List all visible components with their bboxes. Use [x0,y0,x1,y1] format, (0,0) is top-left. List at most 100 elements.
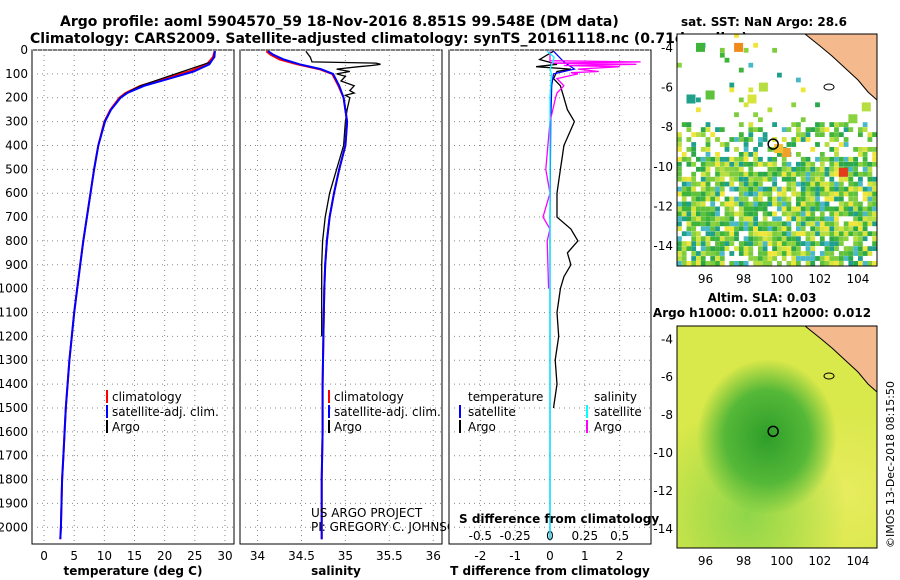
sst-cell [696,201,701,207]
sst-cell [743,236,749,242]
sst-cell [762,226,768,232]
sst-cell [781,201,787,207]
sst-cell [777,191,782,197]
sst-cell [810,147,816,152]
sst-cell [724,211,730,217]
sst-cell [824,186,830,192]
sst-cell [791,181,797,187]
sst-cell [681,156,687,162]
sst-cell [791,137,797,142]
sst-cell [677,246,682,251]
sst-cell [829,122,835,127]
sst-cell [767,261,773,266]
project-pi: PI: GREGORY C. JOHNSON [311,520,465,534]
sst-cell [700,176,706,182]
sst-cell [686,186,692,192]
sst-cell [777,241,782,246]
x-tick-label: 34 [250,549,265,563]
lon-tick-label: 102 [808,272,831,286]
difference-profile-lines [536,50,641,540]
sst-cell [819,236,825,242]
sst-cell [834,166,839,172]
sst-cell [681,211,687,217]
sst-cell [715,137,720,142]
sst-cell [710,176,716,182]
sst-cell [748,256,754,261]
sst-cell [838,176,844,182]
sst-cell [829,206,835,212]
sst-cell [677,132,682,137]
sst-cell [681,186,687,192]
y-tick-label: 100 [5,67,28,81]
sst-cell [767,147,773,152]
sst-cell [724,236,730,242]
sst-cell [774,144,784,154]
sst-cell [748,87,754,93]
sst-cell [691,186,697,192]
sst-cell [848,246,854,251]
sst-cell [867,132,873,137]
sst-cell [758,127,763,132]
s-satellite-diff-line [546,50,555,540]
sst-cell [748,206,754,212]
sst-cell [758,82,768,92]
sst-cell [710,156,716,162]
sst-cell [834,226,839,232]
sst-cell [805,201,811,207]
sst-cell [867,186,873,192]
y-tick-label: 400 [5,138,28,152]
sst-cell [824,256,830,261]
sst-cell [758,191,763,197]
sst-cell [829,132,835,137]
sst-cell [862,246,868,251]
legend-climatology-label: climatology [112,390,182,404]
sst-cell [872,241,877,246]
sst-cell [824,231,830,237]
sst-cell [738,176,744,182]
sst-cell [853,241,858,246]
sst-cell [843,226,849,232]
lat-tick-label: -4 [661,332,673,346]
sst-lon-tick-labels: 96 98 100 102 104 [698,272,869,286]
sst-cell [805,171,811,177]
sst-cell [872,161,877,167]
sst-cell [696,181,701,187]
sst-cell [781,186,787,192]
sst-cell [719,246,725,251]
sst-cell [691,221,697,227]
sst-cell [791,122,797,127]
sst-cell [677,261,682,266]
sst-cell [781,148,791,157]
sst-cell [834,132,839,137]
sst-cell [767,156,773,162]
sst-cell [758,161,763,167]
sst-cell [858,152,863,157]
sst-cell [705,142,711,147]
sst-data-cells [677,34,877,266]
sst-cell [796,196,801,202]
sst-cell [800,156,806,162]
sst-cell [786,206,792,212]
sst-cell [748,216,754,222]
sst-cell [758,176,763,182]
sst-cell [677,221,682,227]
y-tick-label: 1100 [0,306,28,320]
sst-cell [853,181,858,187]
sst-cell [743,206,749,212]
sst-cell [747,94,757,104]
legend-salinity-heading: salinity [594,390,637,404]
sst-cell [843,176,849,182]
temperature-x-label: temperature (deg C) [64,564,203,578]
sst-cell [800,87,806,93]
sst-cell [738,166,744,172]
sst-cell [786,261,792,266]
sst-cell [805,256,811,261]
sst-cell [781,166,787,172]
sst-cell [729,137,735,142]
sst-cell [715,196,720,202]
sst-cell [848,161,854,167]
sst-cell [843,156,849,162]
sst-cell [800,211,806,217]
y-tick-label: 600 [5,186,28,200]
sst-cell [686,191,692,197]
